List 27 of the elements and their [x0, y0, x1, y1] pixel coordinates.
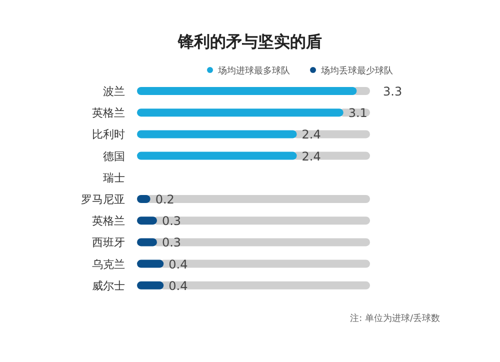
y-tick-label: 英格兰 — [92, 214, 125, 228]
y-tick-label: 罗马尼亚 — [81, 193, 125, 206]
legend-label: 场均进球最多球队 — [217, 66, 290, 76]
y-tick-label: 瑞士 — [103, 171, 125, 184]
data-label: 0.3 — [162, 214, 182, 228]
bar — [137, 238, 157, 246]
y-tick-label: 西班牙 — [92, 236, 125, 250]
bar — [137, 281, 164, 290]
data-label: 3.3 — [383, 84, 402, 98]
data-label: 0.4 — [168, 278, 188, 293]
data-label: 3.1 — [348, 106, 368, 120]
data-label: 2.4 — [302, 128, 321, 142]
y-tick-label: 比利时 — [92, 128, 125, 142]
y-tick-label: 德国 — [103, 150, 125, 163]
data-label: 0.2 — [155, 192, 174, 206]
legend-label: 场均丢球最少球队 — [320, 66, 393, 76]
y-tick-label: 波兰 — [103, 85, 125, 98]
data-label: 0.3 — [162, 236, 182, 250]
data-label: 2.4 — [302, 149, 321, 164]
bar — [137, 216, 157, 225]
y-tick-label: 乌克兰 — [92, 258, 125, 271]
bar — [137, 260, 164, 268]
y-tick-label: 威尔士 — [92, 279, 125, 292]
y-tick-label: 英格兰 — [92, 106, 125, 120]
text: 注: 单位为进球/丢球数 — [350, 313, 440, 324]
chart-title: 锋利的矛与坚实的盾 — [177, 32, 322, 51]
data-label: 0.4 — [168, 257, 188, 272]
